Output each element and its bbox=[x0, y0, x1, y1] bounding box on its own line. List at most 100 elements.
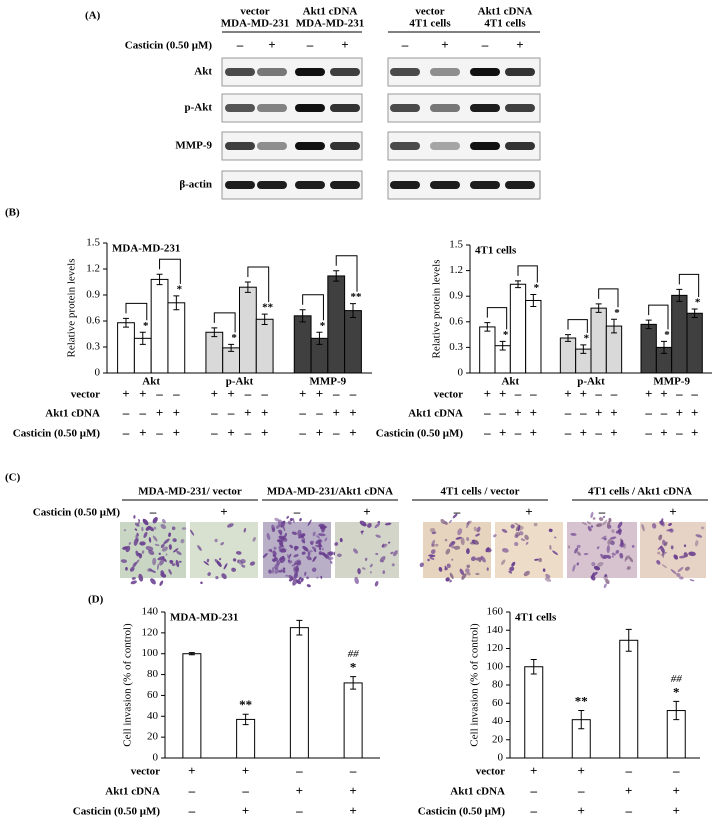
y-tick-label: 40 bbox=[147, 710, 159, 722]
y-tick-label: 1.5 bbox=[86, 237, 100, 249]
y-axis-title: Relative protein levels bbox=[66, 259, 78, 358]
sign: + bbox=[580, 425, 587, 440]
sign: – bbox=[625, 763, 633, 778]
cell bbox=[470, 556, 476, 562]
bar bbox=[150, 278, 169, 374]
cell bbox=[534, 558, 539, 561]
cell bbox=[493, 534, 497, 538]
cell bbox=[611, 555, 614, 558]
column-header: 4T1 cells bbox=[484, 18, 526, 30]
y-tick-label: 60 bbox=[147, 689, 159, 701]
cell bbox=[445, 548, 451, 555]
bar bbox=[686, 312, 703, 374]
row-label: vector bbox=[71, 389, 100, 401]
micrograph bbox=[567, 522, 637, 578]
cell bbox=[461, 573, 467, 580]
cell bbox=[587, 526, 592, 532]
y-tick-label: 0 bbox=[153, 752, 159, 764]
cell bbox=[668, 522, 672, 527]
blot-band bbox=[257, 142, 287, 150]
row-label: Akt1 cDNA bbox=[450, 786, 505, 798]
cell bbox=[294, 559, 301, 565]
cell bbox=[160, 572, 167, 578]
cell bbox=[292, 583, 295, 586]
cell bbox=[606, 545, 610, 554]
cell bbox=[460, 537, 465, 546]
cell bbox=[274, 517, 280, 522]
sign: + bbox=[349, 405, 356, 420]
significance: * bbox=[664, 329, 670, 341]
row-label: p-Akt bbox=[184, 102, 212, 114]
blot-band bbox=[470, 68, 500, 76]
bar bbox=[255, 318, 274, 374]
sign: + bbox=[349, 783, 356, 798]
bar bbox=[167, 302, 186, 374]
cell bbox=[602, 519, 608, 526]
cell bbox=[139, 541, 146, 546]
cell bbox=[329, 560, 333, 564]
cell bbox=[677, 566, 684, 572]
row-label: Casticin (0.50 μM) bbox=[125, 40, 213, 52]
cell bbox=[293, 554, 299, 558]
cell bbox=[369, 563, 373, 568]
y-tick-label: 0 bbox=[95, 367, 101, 379]
cell bbox=[282, 548, 287, 553]
cell bbox=[679, 576, 684, 580]
cell bbox=[591, 572, 595, 580]
cell bbox=[241, 564, 246, 568]
cell bbox=[384, 522, 392, 526]
sign: + bbox=[610, 425, 617, 440]
cell bbox=[277, 569, 286, 573]
cell bbox=[430, 549, 436, 554]
significance: ** bbox=[575, 694, 588, 709]
cell bbox=[478, 557, 482, 563]
cell bbox=[169, 559, 174, 563]
cell bbox=[517, 524, 521, 532]
cell bbox=[451, 558, 454, 561]
cell bbox=[316, 535, 321, 539]
column-header: vector bbox=[240, 6, 269, 18]
error-bar bbox=[316, 331, 323, 345]
cell bbox=[651, 523, 657, 529]
cell bbox=[446, 563, 451, 569]
row-label: Casticin (0.50 μM) bbox=[418, 806, 506, 818]
sign: + bbox=[625, 783, 632, 798]
cell bbox=[608, 517, 612, 523]
sign: – bbox=[155, 386, 163, 401]
cell bbox=[168, 532, 171, 537]
bar bbox=[559, 337, 577, 374]
cell bbox=[145, 546, 154, 551]
sign: – bbox=[210, 405, 218, 420]
bar bbox=[619, 639, 639, 759]
x-tick-label: p-Akt bbox=[226, 376, 254, 388]
error-bar bbox=[350, 676, 357, 690]
cell bbox=[240, 559, 246, 564]
cell bbox=[216, 560, 222, 567]
cell bbox=[129, 566, 135, 572]
cell bbox=[287, 520, 292, 525]
bar bbox=[182, 653, 202, 759]
cell bbox=[695, 534, 703, 538]
y-axis-title: Relative protein levels bbox=[431, 260, 443, 359]
cell bbox=[311, 546, 317, 550]
blot-band bbox=[470, 181, 500, 189]
sign: + bbox=[530, 405, 537, 420]
significance: * bbox=[534, 282, 540, 294]
y-tick-label: 1.2 bbox=[86, 263, 100, 275]
row-label: MMP-9 bbox=[175, 140, 212, 152]
cell bbox=[511, 561, 516, 567]
comparison-bracket bbox=[648, 304, 669, 330]
blot-band bbox=[390, 104, 420, 112]
cell bbox=[592, 517, 596, 520]
cell bbox=[197, 545, 202, 551]
cell bbox=[135, 550, 140, 557]
cell bbox=[628, 556, 634, 563]
significance: * bbox=[614, 307, 620, 319]
y-tick-label: 100 bbox=[487, 660, 504, 672]
y-tick-label: 80 bbox=[147, 668, 159, 680]
sign: + bbox=[349, 803, 356, 818]
cell bbox=[611, 552, 616, 556]
cell bbox=[276, 560, 281, 566]
sign: – bbox=[625, 803, 633, 818]
cell bbox=[252, 537, 256, 542]
